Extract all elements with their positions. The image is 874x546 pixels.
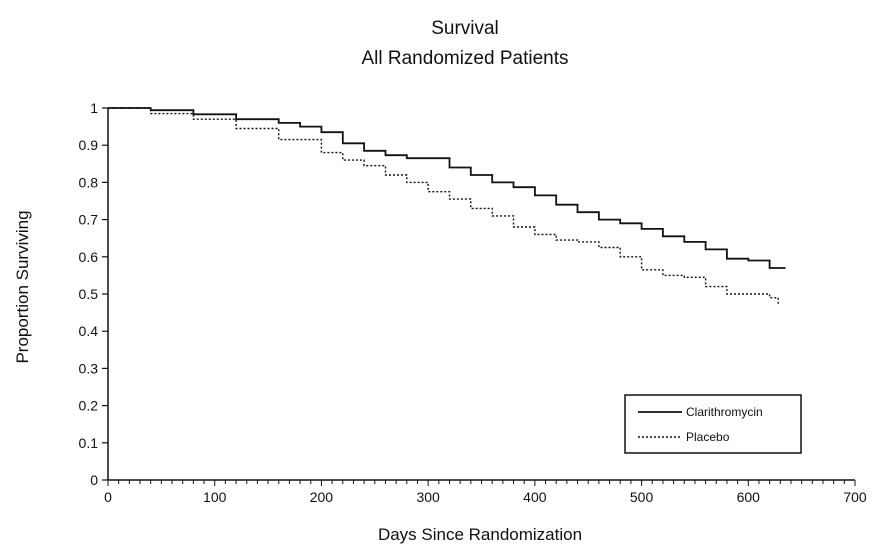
x-tick-label: 0 xyxy=(104,489,112,505)
y-tick-label: 0.5 xyxy=(79,286,99,302)
legend-label-placebo: Placebo xyxy=(686,430,730,444)
chart-title: Survival xyxy=(431,18,499,39)
x-tick-label: 300 xyxy=(416,489,440,505)
y-tick-label: 1 xyxy=(90,100,98,116)
axes: 0 0.1 0.2 0.3 0.4 0.5 0.6 0.7 0.8 0.9 1 0 100 200 300 4… xyxy=(79,100,867,505)
y-tick-label: 0.4 xyxy=(79,323,99,339)
y-tick-label: 0.8 xyxy=(79,174,99,190)
x-tick-label: 400 xyxy=(523,489,547,505)
series-line-clarithromycin xyxy=(108,107,786,269)
x-axis-label: Days Since Randomization xyxy=(378,525,582,544)
x-tick-label: 500 xyxy=(630,489,654,505)
y-tick-label: 0.2 xyxy=(79,398,99,414)
x-tick-label: 700 xyxy=(843,489,867,505)
chart-subtitle: All Randomized Patients xyxy=(362,48,569,69)
legend: Clarithromycin Placebo xyxy=(624,394,802,454)
x-tick-label: 100 xyxy=(203,489,227,505)
legend-label-clarithromycin: Clarithromycin xyxy=(686,405,763,419)
y-tick-label: 0.3 xyxy=(79,360,99,376)
series-line-placebo xyxy=(108,107,779,306)
y-tick-label: 0.1 xyxy=(79,435,99,451)
y-axis-label: Proportion Surviving xyxy=(13,210,32,363)
x-tick-label: 600 xyxy=(737,489,761,505)
y-tick-label: 0.6 xyxy=(79,249,99,265)
y-tick-label: 0.9 xyxy=(79,137,99,153)
x-tick-label: 200 xyxy=(310,489,334,505)
legend-box xyxy=(624,394,802,454)
y-tick-label: 0 xyxy=(90,472,98,488)
y-tick-label: 0.7 xyxy=(79,212,99,228)
series-layer xyxy=(108,107,786,306)
